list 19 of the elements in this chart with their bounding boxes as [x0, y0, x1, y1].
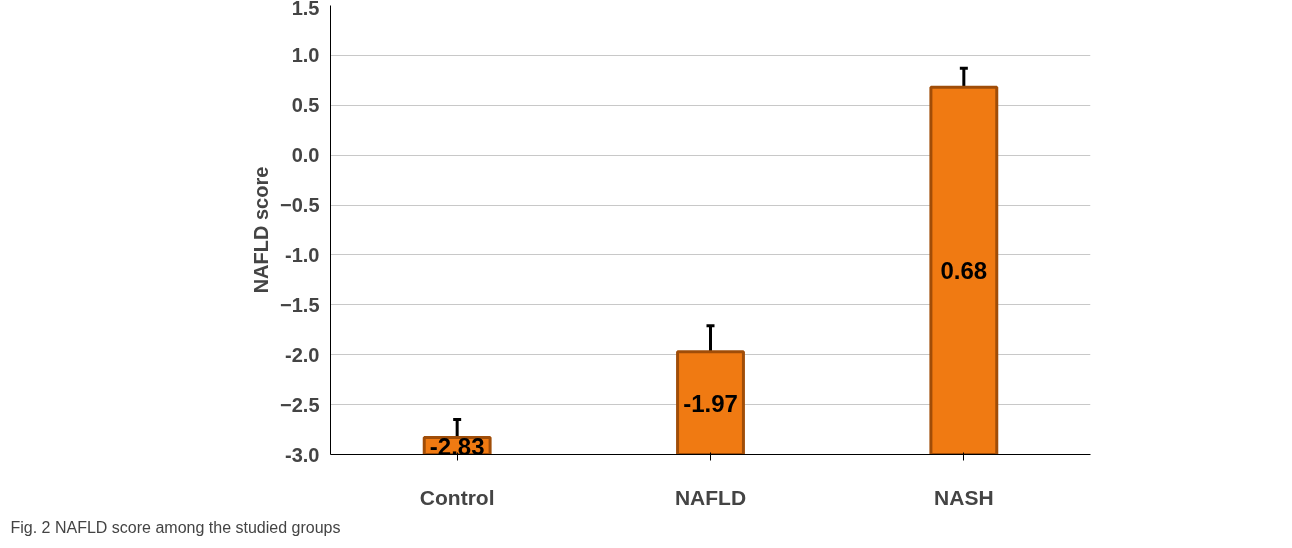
- bar: [929, 85, 999, 455]
- y-tick-label: 1.5: [291, 0, 320, 19]
- data-label: -1.97: [683, 389, 738, 417]
- x-tick-label: Control: [419, 485, 495, 509]
- y-tick-label: −0.5: [280, 194, 320, 217]
- x-tick-label: NAFLD: [674, 485, 747, 509]
- y-tick-label: −1.5: [280, 293, 320, 316]
- y-tick-label: 0.0: [291, 144, 320, 167]
- data-label: 0.68: [940, 257, 988, 285]
- x-tick-label: NASH: [934, 485, 994, 509]
- y-tick-label: −2.5: [280, 393, 320, 416]
- y-axis-title: NAFLD score: [250, 166, 273, 294]
- y-tick-label: -1.0: [285, 243, 320, 266]
- y-tick-label: 0.5: [291, 94, 320, 117]
- bar: [676, 350, 745, 455]
- y-tick-label: 1.0: [291, 44, 320, 67]
- caption: Fig. 2 NAFLD score among the studied groups: [10, 518, 341, 536]
- y-tick-label: -2.0: [285, 343, 320, 366]
- y-tick-label: -3.0: [285, 443, 320, 466]
